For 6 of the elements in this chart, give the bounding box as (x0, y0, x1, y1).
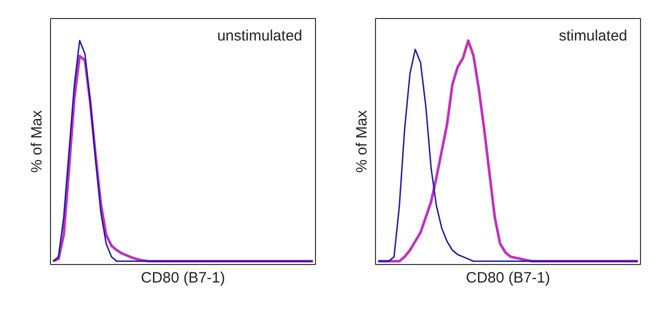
x-axis-title: CD80 (B7-1) (140, 270, 226, 286)
y-axis-title: % of Max (354, 110, 370, 173)
annotation: unstimulated (217, 28, 302, 45)
annotation: stimulated (558, 28, 628, 45)
y-axis-title: % of Max (28, 110, 46, 173)
x-axis-title: CD80 (B7-1) (466, 270, 550, 286)
